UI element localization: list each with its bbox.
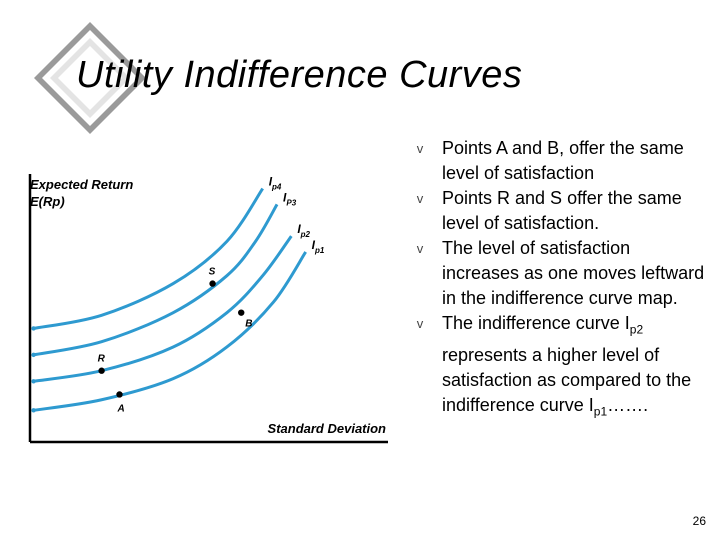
bullet-item: v The indifference curve Ip2 represents … [412,311,712,424]
curve-label-ip1: Ip1 [312,238,325,255]
bullet-marker: v [416,316,424,331]
point-label-a: A [117,403,125,414]
y-axis-label-line2: E(Rp) [30,194,65,209]
slide-title: Utility Indifference Curves [76,54,523,96]
bullet-text: Points A and B, offer the same level of … [442,138,684,183]
bullet-text: The indifference curve Ip2 represents a … [442,313,692,419]
indifference-curve-ip2 [33,235,293,383]
bullet-marker: v [416,141,424,156]
point-label-r: R [98,354,106,365]
point-s [209,280,216,287]
bullet-list: v Points A and B, offer the same level o… [412,136,712,424]
curve-start-dot [31,352,36,358]
point-label-b: B [245,319,252,330]
indifference-curve-chart: Expected Return E(Rp) Standard Deviation… [20,160,400,460]
curve-start-dot [31,379,36,384]
curve-label-ip3: IP3 [283,190,297,207]
y-axis-label-line1: Expected Return [30,177,133,192]
indifference-curve-ip1 [33,251,307,412]
bullet-text: Points R and S offer the same level of s… [442,188,682,233]
bullet-item: v Points A and B, offer the same level o… [412,136,712,186]
bullet-item: v Points R and S offer the same level of… [412,186,712,236]
page-number: 26 [692,514,706,528]
bullet-item: v The level of satisfaction increases as… [412,236,712,311]
curve-start-dot [31,326,36,331]
indifference-curve-ip3 [33,203,279,357]
bullet-marker: v [416,241,424,256]
bullet-text: The level of satisfaction increases as o… [442,238,705,308]
point-r [98,367,105,374]
curve-start-dot [31,408,36,413]
curve-label-ip4: Ip4 [269,175,282,192]
point-b [238,309,245,316]
curve-label-ip2: Ip2 [297,222,310,239]
chart-svg: Expected Return E(Rp) Standard Deviation… [28,174,388,444]
x-axis-label: Standard Deviation [268,421,387,436]
point-a [116,391,123,398]
title-decoration-diamond [34,22,146,134]
point-label-s: S [209,267,216,278]
bullet-marker: v [416,191,424,206]
indifference-curve-ip4 [33,187,264,330]
